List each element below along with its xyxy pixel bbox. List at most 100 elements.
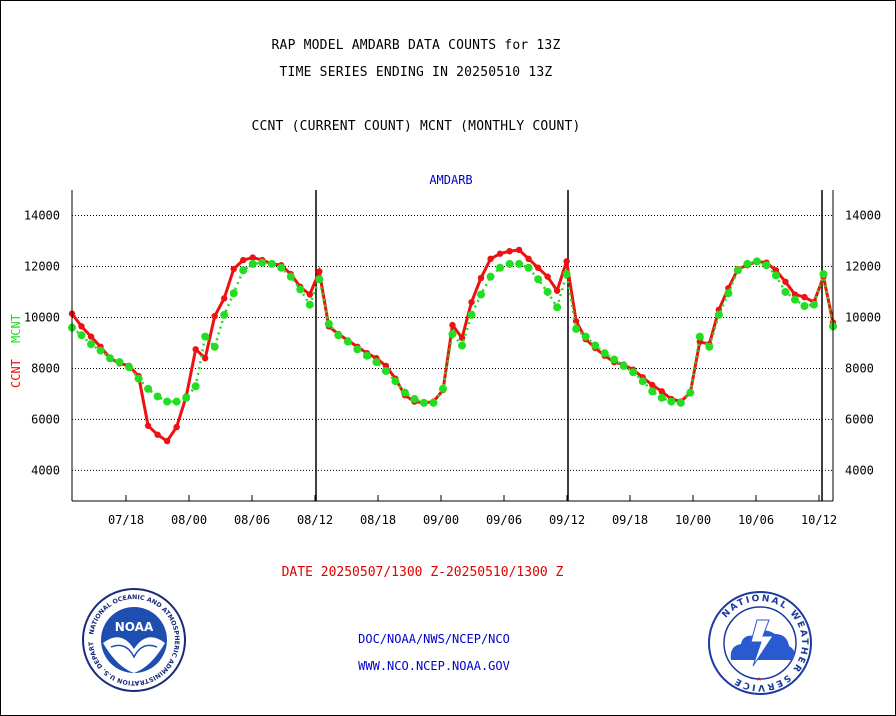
point-mcnt-46 (505, 259, 514, 268)
point-ccnt-46 (506, 247, 513, 255)
point-mcnt-73 (762, 261, 771, 270)
point-mcnt-62 (657, 393, 666, 402)
point-mcnt-9 (153, 392, 162, 401)
point-mcnt-10 (163, 397, 172, 406)
point-ccnt-75 (782, 278, 789, 285)
xtick-label-09-06: 09/06 (486, 513, 522, 527)
point-ccnt-77 (801, 293, 808, 301)
point-mcnt-67 (705, 342, 714, 351)
point-mcnt-58 (619, 361, 628, 370)
point-mcnt-48 (524, 263, 533, 272)
point-mcnt-5 (115, 358, 124, 367)
point-ccnt-40 (449, 321, 456, 329)
point-mcnt-2 (87, 340, 96, 349)
point-mcnt-16 (220, 310, 229, 319)
point-mcnt-35 (400, 388, 409, 397)
point-ccnt-16 (221, 295, 228, 302)
point-mcnt-43 (477, 290, 486, 299)
point-mcnt-34 (391, 377, 400, 386)
xtick-label-09-18: 09/18 (612, 513, 648, 527)
credit-url[interactable]: WWW.NCO.NCEP.NOAA.GOV (358, 659, 510, 673)
point-mcnt-12 (182, 393, 191, 402)
point-mcnt-1 (77, 331, 86, 340)
point-ccnt-1 (78, 323, 85, 330)
point-mcnt-23 (286, 272, 295, 281)
point-mcnt-52 (562, 270, 571, 279)
xtick-label-08-00: 08/00 (171, 513, 207, 527)
xtick-label-09-00: 09/00 (423, 513, 459, 527)
point-mcnt-32 (372, 358, 381, 367)
point-mcnt-44 (486, 272, 495, 281)
point-mcnt-36 (410, 395, 419, 404)
point-mcnt-42 (467, 310, 476, 319)
point-ccnt-25 (306, 291, 314, 298)
point-mcnt-69 (724, 289, 733, 298)
point-mcnt-50 (543, 287, 552, 296)
chart-title-2: TIME SERIES ENDING IN 20250510 13Z (279, 65, 553, 80)
point-mcnt-53 (572, 324, 581, 333)
point-mcnt-79 (819, 270, 828, 279)
credit-doc: DOC/NOAA/NWS/NCEP/NCO (358, 632, 510, 646)
point-mcnt-13 (191, 382, 200, 391)
point-ccnt-62 (658, 388, 665, 395)
point-mcnt-24 (296, 285, 305, 294)
xtick-label-10-06: 10/06 (738, 513, 774, 527)
date-range: DATE 20250507/1300 Z-20250510/1300 Z (281, 565, 564, 580)
chart-title-1: RAP MODEL AMDARB DATA COUNTS for 13Z (271, 38, 561, 53)
point-mcnt-78 (809, 300, 818, 309)
point-ccnt-10 (163, 437, 171, 445)
ytick-left-4000: 4000 (31, 463, 60, 477)
xtick-label-08-18: 08/18 (360, 513, 396, 527)
point-mcnt-40 (448, 330, 457, 339)
point-ccnt-52 (563, 258, 570, 265)
point-mcnt-41 (458, 341, 467, 350)
point-ccnt-61 (649, 381, 656, 389)
point-ccnt-11 (173, 423, 180, 431)
point-mcnt-29 (343, 337, 352, 346)
point-ccnt-9 (154, 431, 161, 438)
ytick-left-14000: 14000 (24, 208, 60, 222)
point-mcnt-4 (106, 354, 115, 363)
point-ccnt-50 (544, 273, 551, 280)
point-mcnt-18 (239, 266, 248, 275)
point-mcnt-68 (714, 310, 723, 319)
point-mcnt-74 (771, 271, 780, 280)
point-mcnt-64 (676, 398, 685, 407)
point-mcnt-55 (591, 341, 600, 350)
point-mcnt-39 (438, 384, 447, 393)
point-mcnt-37 (419, 398, 428, 407)
point-mcnt-22 (277, 263, 286, 272)
ytick-right-4000: 4000 (845, 463, 874, 477)
point-ccnt-49 (534, 264, 542, 271)
point-mcnt-33 (381, 366, 390, 375)
xtick-label-07-18: 07/18 (108, 513, 144, 527)
xtick-label-10-00: 10/00 (675, 513, 711, 527)
point-mcnt-3 (96, 346, 105, 355)
point-mcnt-77 (800, 301, 809, 310)
xtick-label-10-12: 10/12 (801, 513, 837, 527)
point-ccnt-14 (201, 355, 209, 362)
point-ccnt-2 (87, 333, 95, 340)
point-mcnt-72 (752, 257, 761, 266)
point-ccnt-19 (249, 254, 256, 261)
point-mcnt-65 (686, 388, 695, 397)
plot-label: AMDARB (429, 173, 472, 187)
point-mcnt-60 (638, 377, 647, 386)
point-mcnt-11 (172, 397, 181, 406)
point-ccnt-17 (230, 265, 237, 273)
point-mcnt-51 (553, 303, 562, 312)
grid-layer (72, 214, 833, 471)
point-mcnt-63 (667, 397, 676, 406)
noaa-logo: NATIONAL OCEANIC AND ATMOSPHERIC ADMINIS… (81, 587, 186, 692)
point-mcnt-49 (534, 275, 543, 284)
point-mcnt-66 (695, 332, 704, 341)
point-mcnt-45 (496, 263, 505, 272)
xtick-label-08-12: 08/12 (297, 513, 333, 527)
point-mcnt-20 (258, 258, 267, 267)
point-mcnt-59 (629, 368, 638, 377)
point-mcnt-76 (790, 295, 799, 304)
ylabel-mcnt: MCNT (9, 314, 23, 343)
point-mcnt-54 (581, 332, 590, 341)
point-mcnt-26 (315, 275, 324, 284)
